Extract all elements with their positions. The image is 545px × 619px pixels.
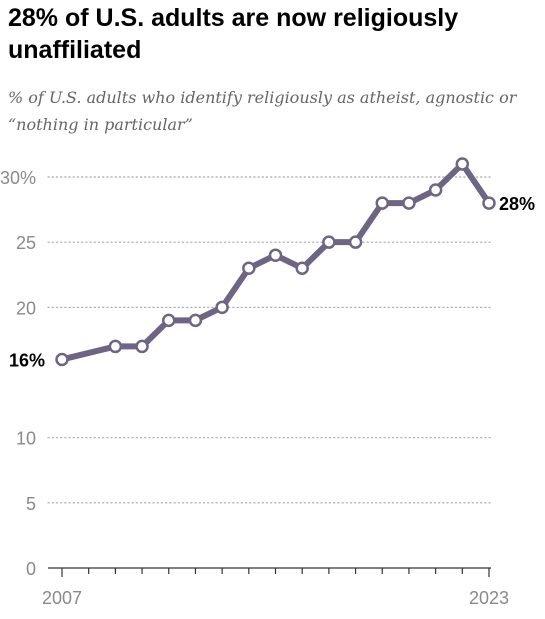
- data-point: [217, 302, 228, 313]
- data-point: [243, 263, 254, 274]
- annotations: 16% 28%: [9, 194, 535, 370]
- data-point: [57, 354, 68, 365]
- data-point: [137, 341, 148, 352]
- data-point: [190, 315, 201, 326]
- data-point: [377, 198, 388, 209]
- data-point: [457, 158, 468, 169]
- data-point: [403, 198, 414, 209]
- y-tick-label: 25: [16, 233, 36, 253]
- end-value-label: 28%: [499, 194, 535, 214]
- y-tick-label: 10: [16, 429, 36, 449]
- x-axis: 2007 2023: [42, 568, 509, 608]
- x-tick-label: 2023: [469, 588, 509, 608]
- data-point: [430, 185, 441, 196]
- y-tick-label: 30%: [0, 168, 36, 188]
- data-point: [297, 263, 308, 274]
- start-value-label: 16%: [9, 350, 45, 370]
- data-points: [57, 158, 495, 365]
- y-tick-label: 0: [26, 559, 36, 579]
- data-point: [163, 315, 174, 326]
- x-tick-label: 2007: [42, 588, 82, 608]
- y-axis: 0 5 10 20 25 30%: [0, 168, 36, 579]
- data-point: [323, 237, 334, 248]
- data-point: [350, 237, 361, 248]
- y-tick-label: 20: [16, 298, 36, 318]
- data-point: [110, 341, 121, 352]
- y-tick-label: 5: [26, 494, 36, 514]
- data-point: [484, 198, 495, 209]
- data-point: [270, 250, 281, 261]
